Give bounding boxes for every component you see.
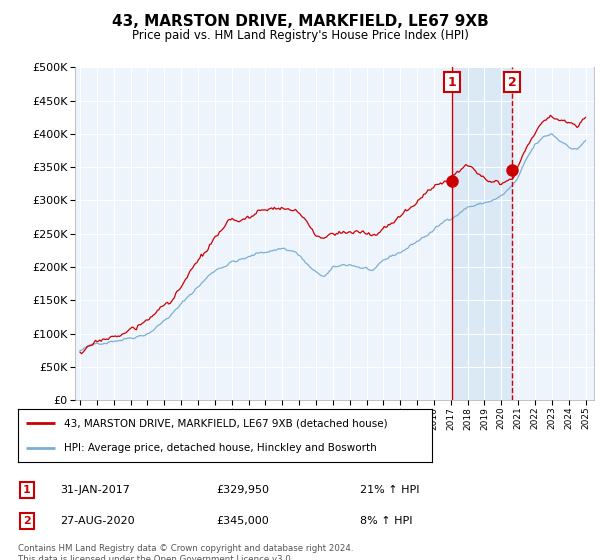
Text: Price paid vs. HM Land Registry's House Price Index (HPI): Price paid vs. HM Land Registry's House … bbox=[131, 29, 469, 42]
Text: 27-AUG-2020: 27-AUG-2020 bbox=[60, 516, 134, 526]
Text: 31-JAN-2017: 31-JAN-2017 bbox=[60, 485, 130, 495]
Text: HPI: Average price, detached house, Hinckley and Bosworth: HPI: Average price, detached house, Hinc… bbox=[64, 442, 376, 452]
Text: Contains HM Land Registry data © Crown copyright and database right 2024.
This d: Contains HM Land Registry data © Crown c… bbox=[18, 544, 353, 560]
Text: £329,950: £329,950 bbox=[216, 485, 269, 495]
Text: 2: 2 bbox=[23, 516, 31, 526]
Text: 43, MARSTON DRIVE, MARKFIELD, LE67 9XB: 43, MARSTON DRIVE, MARKFIELD, LE67 9XB bbox=[112, 14, 488, 29]
Text: 43, MARSTON DRIVE, MARKFIELD, LE67 9XB (detached house): 43, MARSTON DRIVE, MARKFIELD, LE67 9XB (… bbox=[64, 418, 387, 428]
Bar bbox=[452, 67, 512, 400]
Text: 1: 1 bbox=[448, 76, 457, 88]
Text: 1: 1 bbox=[23, 485, 31, 495]
Text: 2: 2 bbox=[508, 76, 517, 88]
Text: 21% ↑ HPI: 21% ↑ HPI bbox=[360, 485, 419, 495]
Text: £345,000: £345,000 bbox=[216, 516, 269, 526]
Text: 8% ↑ HPI: 8% ↑ HPI bbox=[360, 516, 413, 526]
